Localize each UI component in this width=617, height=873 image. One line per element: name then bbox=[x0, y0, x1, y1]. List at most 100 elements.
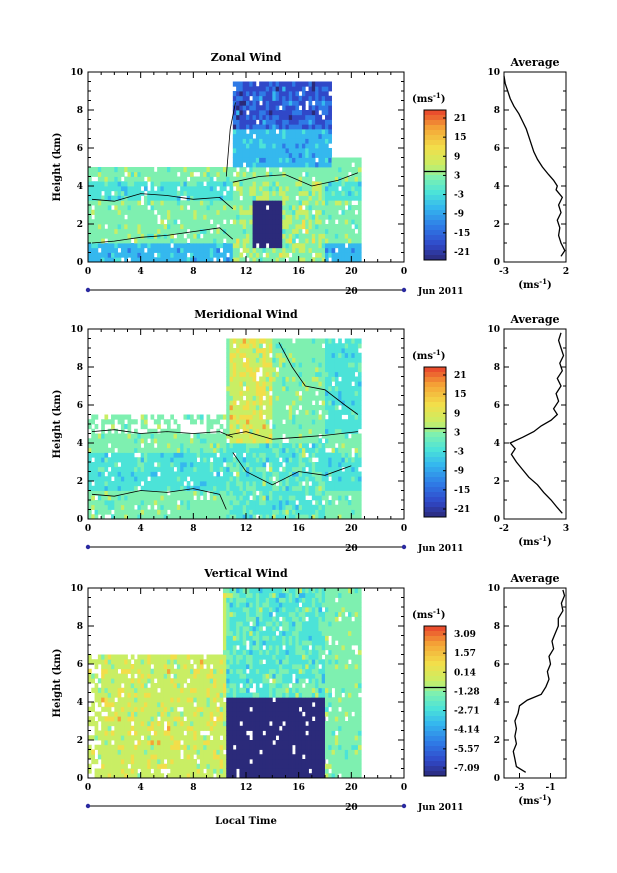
heatmap-cell bbox=[236, 514, 240, 520]
heatmap-cell bbox=[222, 514, 227, 520]
heatmap-cell bbox=[315, 200, 319, 206]
heatmap-cell bbox=[301, 371, 306, 377]
heatmap-cell bbox=[176, 214, 181, 220]
heatmap-cell bbox=[351, 367, 356, 373]
heatmap-cell bbox=[344, 195, 349, 201]
heatmap-cell bbox=[278, 386, 283, 392]
heatmap-cell bbox=[88, 744, 92, 750]
heatmap-cell bbox=[160, 509, 165, 515]
heatmap-cell bbox=[91, 186, 95, 192]
heatmap-cell bbox=[255, 190, 260, 196]
heatmap-cell bbox=[101, 233, 105, 239]
heatmap-cell bbox=[186, 504, 191, 510]
heatmap-cell bbox=[272, 509, 277, 515]
heatmap-cell bbox=[282, 86, 286, 92]
heatmap-cell bbox=[229, 514, 234, 520]
heatmap-cell bbox=[269, 162, 273, 168]
heatmap-cell bbox=[348, 509, 352, 515]
heatmap-cell bbox=[180, 457, 184, 463]
heatmap-cell bbox=[311, 390, 316, 396]
heatmap-cell bbox=[104, 485, 109, 491]
heatmap-cell bbox=[318, 428, 323, 434]
heatmap-cell bbox=[305, 171, 309, 177]
heatmap-cell bbox=[107, 433, 112, 439]
heatmap-cell bbox=[206, 447, 211, 453]
heatmap-cell bbox=[114, 214, 119, 220]
heatmap-cell bbox=[282, 405, 286, 411]
heatmap-cell bbox=[219, 447, 224, 453]
heatmap-cell bbox=[265, 247, 270, 253]
heatmap-cell bbox=[206, 462, 211, 468]
heatmap-cell bbox=[219, 476, 224, 482]
heatmap-cell bbox=[311, 447, 316, 453]
heatmap-cell bbox=[272, 119, 277, 125]
heatmap-cell bbox=[321, 447, 326, 453]
heatmap-cell bbox=[259, 443, 263, 449]
heatmap-cell bbox=[315, 224, 319, 230]
heatmap-cell bbox=[325, 381, 329, 387]
heatmap-cell bbox=[285, 224, 290, 230]
heatmap-cell bbox=[334, 167, 339, 173]
heatmap-cell bbox=[186, 514, 191, 520]
heatmap-cell bbox=[236, 195, 240, 201]
heatmap-cell bbox=[127, 195, 132, 201]
heatmap-cell bbox=[94, 725, 99, 731]
plot-title: Vertical Wind bbox=[203, 567, 288, 580]
heatmap-cell bbox=[199, 205, 204, 211]
heatmap-cell bbox=[357, 190, 362, 196]
heatmap-cell bbox=[311, 428, 316, 434]
heatmap-cell bbox=[236, 490, 240, 496]
heatmap-cell bbox=[114, 252, 119, 258]
heatmap-cell bbox=[262, 124, 267, 130]
heatmap-cell bbox=[321, 148, 326, 154]
heatmap-cell bbox=[282, 133, 286, 139]
heatmap-cell bbox=[236, 500, 240, 506]
heatmap-cell bbox=[328, 424, 332, 430]
heatmap-cell bbox=[325, 243, 329, 249]
heatmap-cell bbox=[104, 490, 109, 496]
heatmap-cell bbox=[236, 219, 240, 225]
heatmap-cell bbox=[117, 443, 122, 449]
heatmap-cell bbox=[94, 186, 99, 192]
heatmap-cell bbox=[344, 457, 349, 463]
heatmap-cell bbox=[348, 386, 352, 392]
heatmap-cell bbox=[265, 452, 270, 458]
heatmap-cell bbox=[167, 476, 171, 482]
heatmap-cell bbox=[147, 500, 151, 506]
heatmap-cell bbox=[288, 162, 293, 168]
heatmap-cell bbox=[328, 376, 332, 382]
heatmap-cell bbox=[298, 133, 303, 139]
heatmap-cell bbox=[242, 190, 247, 196]
colorbar-swatch bbox=[424, 170, 446, 176]
heatmap-cell bbox=[163, 243, 168, 249]
heatmap-cell bbox=[246, 414, 250, 420]
heatmap-cell bbox=[120, 452, 125, 458]
heatmap-cell bbox=[176, 205, 181, 211]
heatmap-cell bbox=[143, 224, 148, 230]
heatmap-cell bbox=[97, 433, 102, 439]
heatmap-cell bbox=[285, 471, 290, 477]
heatmap-cell bbox=[104, 243, 109, 249]
heatmap-cell bbox=[167, 504, 171, 510]
heatmap-cell bbox=[295, 114, 300, 120]
heatmap-cell bbox=[124, 252, 128, 258]
heatmap-cell bbox=[288, 129, 293, 135]
heatmap-cell bbox=[328, 481, 332, 487]
heatmap-cell bbox=[282, 247, 286, 253]
heatmap-cell bbox=[288, 257, 293, 263]
heatmap-cell bbox=[127, 495, 132, 501]
heatmap-cell bbox=[203, 200, 207, 206]
heatmap-cell bbox=[344, 433, 349, 439]
heatmap-cell bbox=[348, 190, 352, 196]
colorbar-swatch bbox=[424, 150, 446, 156]
heatmap-cell bbox=[331, 195, 336, 201]
heatmap-cell bbox=[328, 438, 332, 444]
colorbar-swatch bbox=[424, 367, 446, 373]
heatmap-cell bbox=[331, 395, 336, 401]
heatmap-cell bbox=[262, 195, 267, 201]
heatmap-cell bbox=[150, 495, 155, 501]
heatmap-cell bbox=[351, 343, 356, 349]
heatmap-cell bbox=[180, 462, 184, 468]
heatmap-cell bbox=[130, 466, 135, 472]
